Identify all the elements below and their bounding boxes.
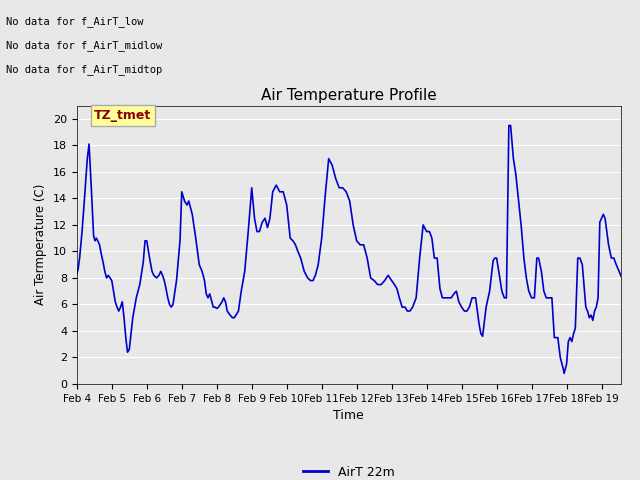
Title: Air Temperature Profile: Air Temperature Profile bbox=[261, 88, 436, 103]
Text: TZ_tmet: TZ_tmet bbox=[94, 109, 152, 122]
Text: No data for f_AirT_midlow: No data for f_AirT_midlow bbox=[6, 40, 163, 51]
Text: No data for f_AirT_low: No data for f_AirT_low bbox=[6, 16, 144, 27]
Text: No data for f_AirT_midtop: No data for f_AirT_midtop bbox=[6, 64, 163, 75]
X-axis label: Time: Time bbox=[333, 409, 364, 422]
Legend: AirT 22m: AirT 22m bbox=[298, 460, 399, 480]
Y-axis label: Air Termperature (C): Air Termperature (C) bbox=[35, 184, 47, 305]
